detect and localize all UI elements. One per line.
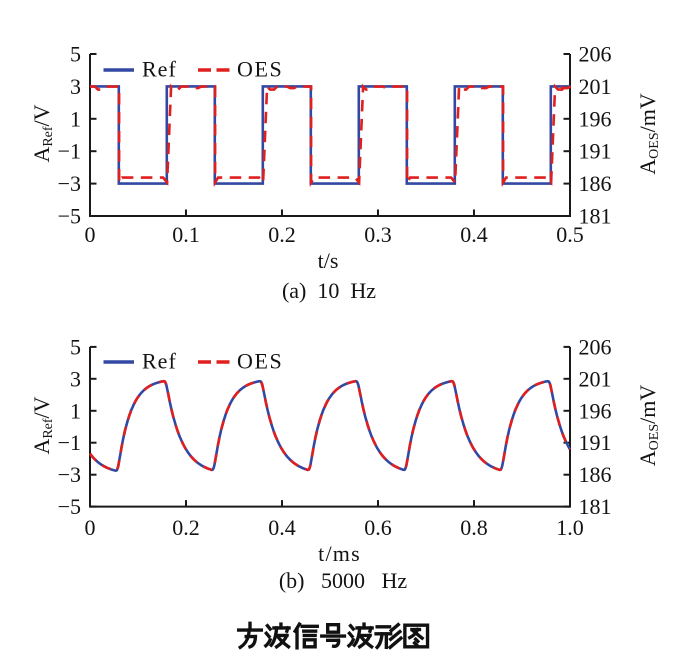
svg-text:1.0: 1.0 — [556, 515, 584, 540]
svg-text:Ref: Ref — [142, 57, 177, 82]
svg-text:(a) 10 Hz: (a) 10 Hz — [282, 278, 376, 303]
svg-text:−3: −3 — [58, 171, 81, 196]
svg-text:0.6: 0.6 — [364, 515, 392, 540]
svg-text:3: 3 — [70, 74, 81, 99]
svg-text:186: 186 — [579, 171, 612, 196]
svg-text:0.3: 0.3 — [364, 222, 392, 247]
svg-text:−1: −1 — [58, 139, 81, 164]
svg-text:0: 0 — [85, 222, 96, 247]
svg-text:t/s: t/s — [318, 248, 339, 273]
svg-text:206: 206 — [579, 334, 612, 359]
svg-text:201: 201 — [579, 74, 612, 99]
svg-text:OES: OES — [237, 57, 283, 82]
svg-text:OES: OES — [237, 349, 283, 374]
svg-text:206: 206 — [579, 42, 612, 67]
svg-text:ARef/V: ARef/V — [29, 396, 56, 454]
svg-text:(b) 5000 Hz: (b) 5000 Hz — [279, 568, 408, 593]
svg-text:0.4: 0.4 — [268, 515, 296, 540]
svg-text:−5: −5 — [58, 494, 81, 519]
svg-text:201: 201 — [579, 366, 612, 391]
svg-text:−1: −1 — [58, 430, 81, 455]
svg-text:191: 191 — [579, 139, 612, 164]
svg-text:196: 196 — [579, 106, 612, 131]
svg-text:5: 5 — [70, 334, 81, 359]
svg-text:Ref: Ref — [142, 349, 177, 374]
svg-text:5: 5 — [70, 42, 81, 67]
svg-text:0.4: 0.4 — [460, 222, 488, 247]
svg-text:t/ms: t/ms — [318, 541, 361, 566]
svg-text:191: 191 — [579, 430, 612, 455]
svg-text:0: 0 — [85, 515, 96, 540]
svg-text:0.8: 0.8 — [460, 515, 488, 540]
svg-text:0.1: 0.1 — [172, 222, 200, 247]
svg-text:181: 181 — [579, 204, 612, 229]
svg-text:0.5: 0.5 — [556, 222, 584, 247]
svg-text:196: 196 — [579, 398, 612, 423]
svg-text:0.2: 0.2 — [268, 222, 296, 247]
svg-text:1: 1 — [70, 106, 81, 131]
svg-text:186: 186 — [579, 462, 612, 487]
svg-text:−5: −5 — [58, 204, 81, 229]
svg-text:3: 3 — [70, 366, 81, 391]
svg-text:1: 1 — [70, 398, 81, 423]
svg-text:181: 181 — [579, 494, 612, 519]
svg-text:−3: −3 — [58, 462, 81, 487]
svg-text:0.2: 0.2 — [172, 515, 200, 540]
